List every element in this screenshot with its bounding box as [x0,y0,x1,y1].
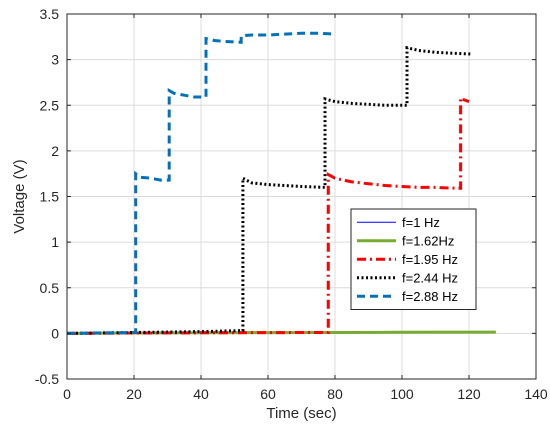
legend: f=1 Hz f=1.62Hz f=1.95 Hz f=2.44 Hz f=2.88 H… [350,208,477,310]
legend-entry-1: f=1 Hz [402,215,440,230]
x-tick-label: 120 [457,386,481,402]
y-tick-label: 1 [51,234,59,250]
axis-ticks [66,13,537,380]
x-tick-label: 140 [524,386,548,402]
y-axis-label: Voltage (V) [11,159,28,233]
y-tick-label: 0 [51,325,59,341]
x-tick-label: 100 [390,386,414,402]
legend-entry-3: f=1.95 Hz [402,252,458,267]
y-tick-label: 2 [51,143,59,159]
x-tick-label: 40 [193,386,209,402]
y-tick-label: 3 [51,52,59,68]
x-axis-label: Time (sec) [266,405,336,422]
y-tick-label: 0.5 [40,280,60,296]
y-tick-labels: -0.5 0 0.5 1 1.5 2 2.5 3 3.5 [35,6,59,387]
x-tick-label: 80 [327,386,343,402]
series-line-5 [66,31,336,335]
y-tick-label: 3.5 [40,6,60,22]
series-line-3 [66,95,470,335]
series-line-4 [66,45,473,335]
y-tick-label: 2.5 [40,97,60,113]
x-tick-label: 20 [126,386,142,402]
y-tick-label: 1.5 [40,189,60,205]
x-tick-label: 60 [260,386,276,402]
legend-entry-4: f=2.44 Hz [402,270,458,285]
x-tick-label: 0 [63,386,71,402]
legend-entry-2: f=1.62Hz [402,233,454,248]
legend-entry-5: f=2.88 Hz [402,289,458,304]
series-layer [66,31,496,335]
y-tick-label: -0.5 [35,371,59,387]
x-tick-labels: 0 20 40 60 80 100 120 140 [63,386,548,402]
